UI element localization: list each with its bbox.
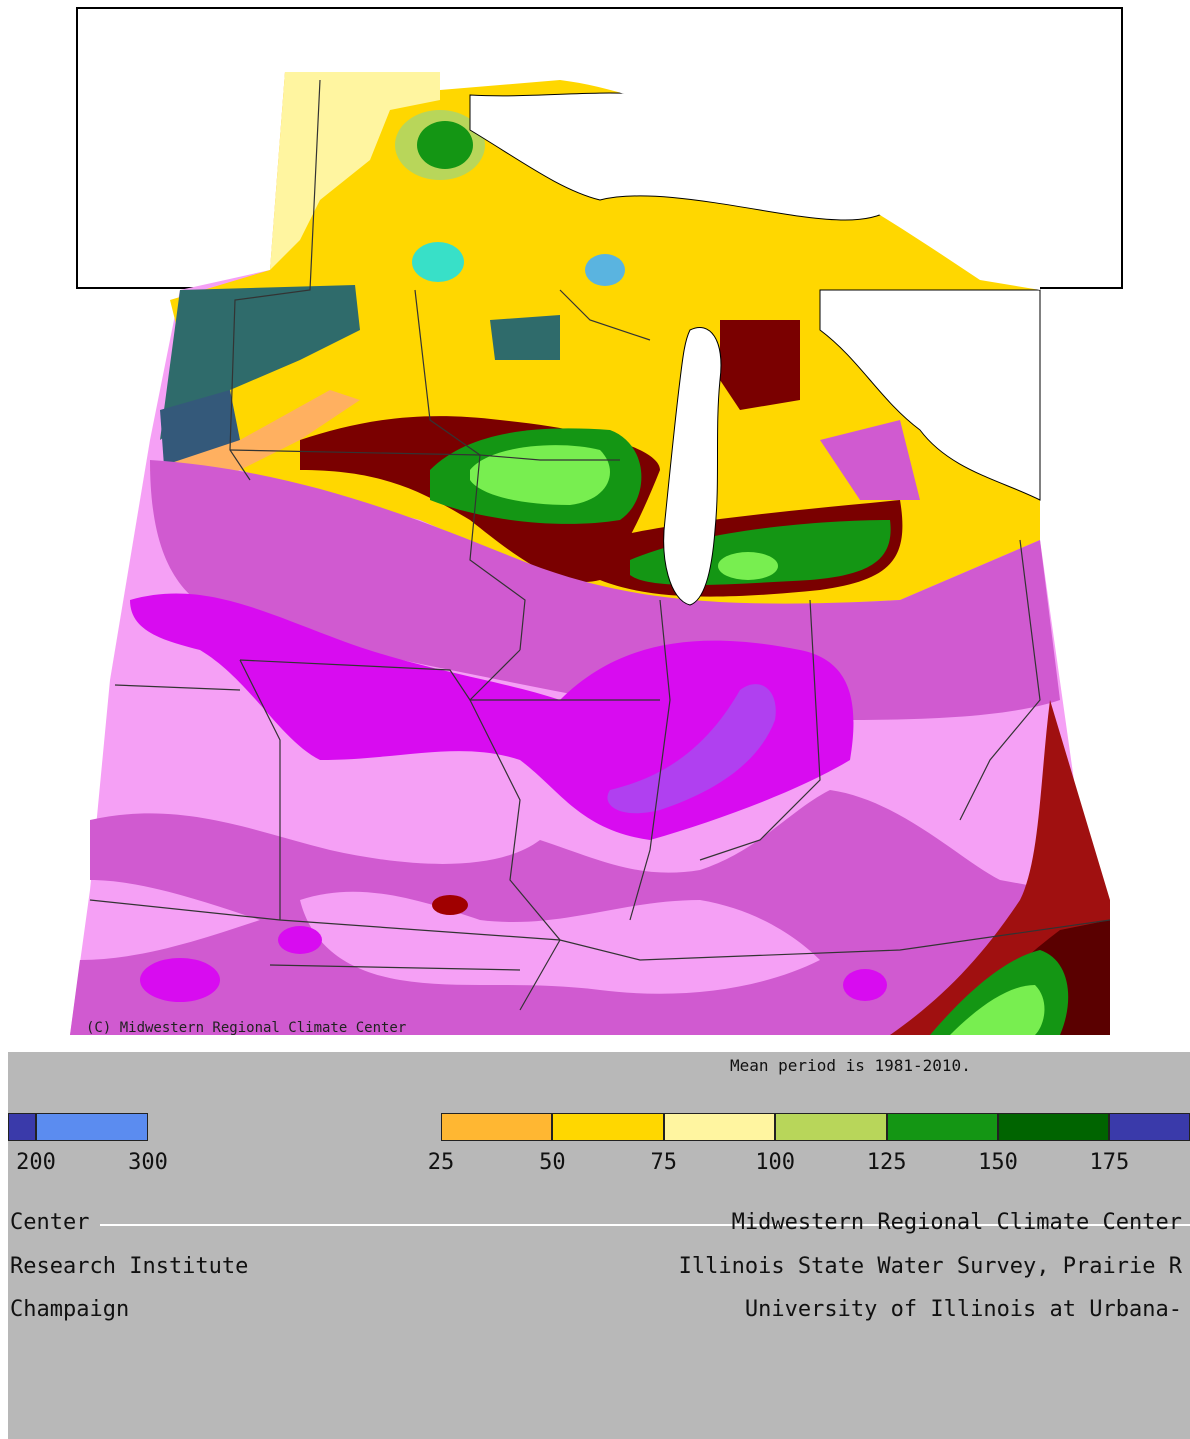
region-darkgreen-north [417, 121, 473, 169]
legend-right-swatch [552, 1113, 664, 1141]
lake-michigan [663, 327, 722, 606]
legend-right-swatch [663, 1113, 776, 1141]
lake-huron [819, 289, 1041, 501]
credit-right-1: Midwestern Regional Climate Center [731, 1210, 1182, 1235]
legend-left-swatch [8, 1113, 36, 1141]
region-lightgreen-southeast [950, 985, 1045, 1035]
legend-right-tick: 75 [650, 1150, 678, 1175]
precipitation-map [70, 7, 1123, 1035]
region-dark-teal-east [490, 315, 560, 360]
legend-right-tick: 175 [1089, 1150, 1130, 1175]
legend-right-tick: 50 [539, 1150, 566, 1175]
map-area: (C) Midwestern Regional Climate Center [70, 7, 1123, 1036]
legend-panel [8, 1052, 1190, 1439]
region-cyan-spot [412, 242, 464, 282]
divider-line [100, 1224, 1190, 1226]
legend-left-swatch [36, 1113, 148, 1141]
legend-right-tick: 25 [427, 1150, 455, 1175]
legend-right-swatch [775, 1113, 887, 1141]
region-pink-mi [820, 420, 920, 500]
canada-north [440, 72, 1040, 290]
region-magenta-spot-1 [278, 926, 322, 954]
state-boundaries [89, 79, 1111, 1011]
credit-left-1: Center [10, 1210, 90, 1235]
region-teal-2 [160, 390, 240, 480]
region-lightgreen-east [718, 552, 778, 580]
mean-period-note: Mean period is 1981-2010. [730, 1056, 971, 1075]
legend-right-tick: 125 [866, 1150, 907, 1175]
region-purple [607, 684, 776, 814]
credit-right-3: University of Illinois at Urbana- [744, 1297, 1182, 1322]
legend-right-swatch [886, 1113, 998, 1141]
legend-right-tick: 100 [755, 1150, 796, 1175]
credit-left-3: Champaign [10, 1297, 130, 1322]
map-copyright: (C) Midwestern Regional Climate Center [86, 1020, 407, 1036]
region-magenta-spot-3 [843, 969, 887, 1001]
legend-right-swatch [998, 1113, 1110, 1141]
region-pale-yellow [270, 72, 440, 270]
region-dark-red-mi [720, 320, 800, 410]
legend-left-tick: 200 [16, 1150, 56, 1175]
region-magenta-spot-2 [140, 958, 220, 1002]
legend-left-tick: 300 [128, 1150, 168, 1175]
region-dark-red-spot [432, 895, 468, 915]
credit-left-2: Research Institute [10, 1254, 249, 1279]
region-blue-spot [585, 254, 625, 286]
credit-right-2: Illinois State Water Survey, Prairie R [678, 1254, 1182, 1279]
legend-right-swatch [1109, 1113, 1190, 1141]
legend-right-swatch [441, 1113, 553, 1141]
legend-right-tick: 150 [978, 1150, 1018, 1175]
